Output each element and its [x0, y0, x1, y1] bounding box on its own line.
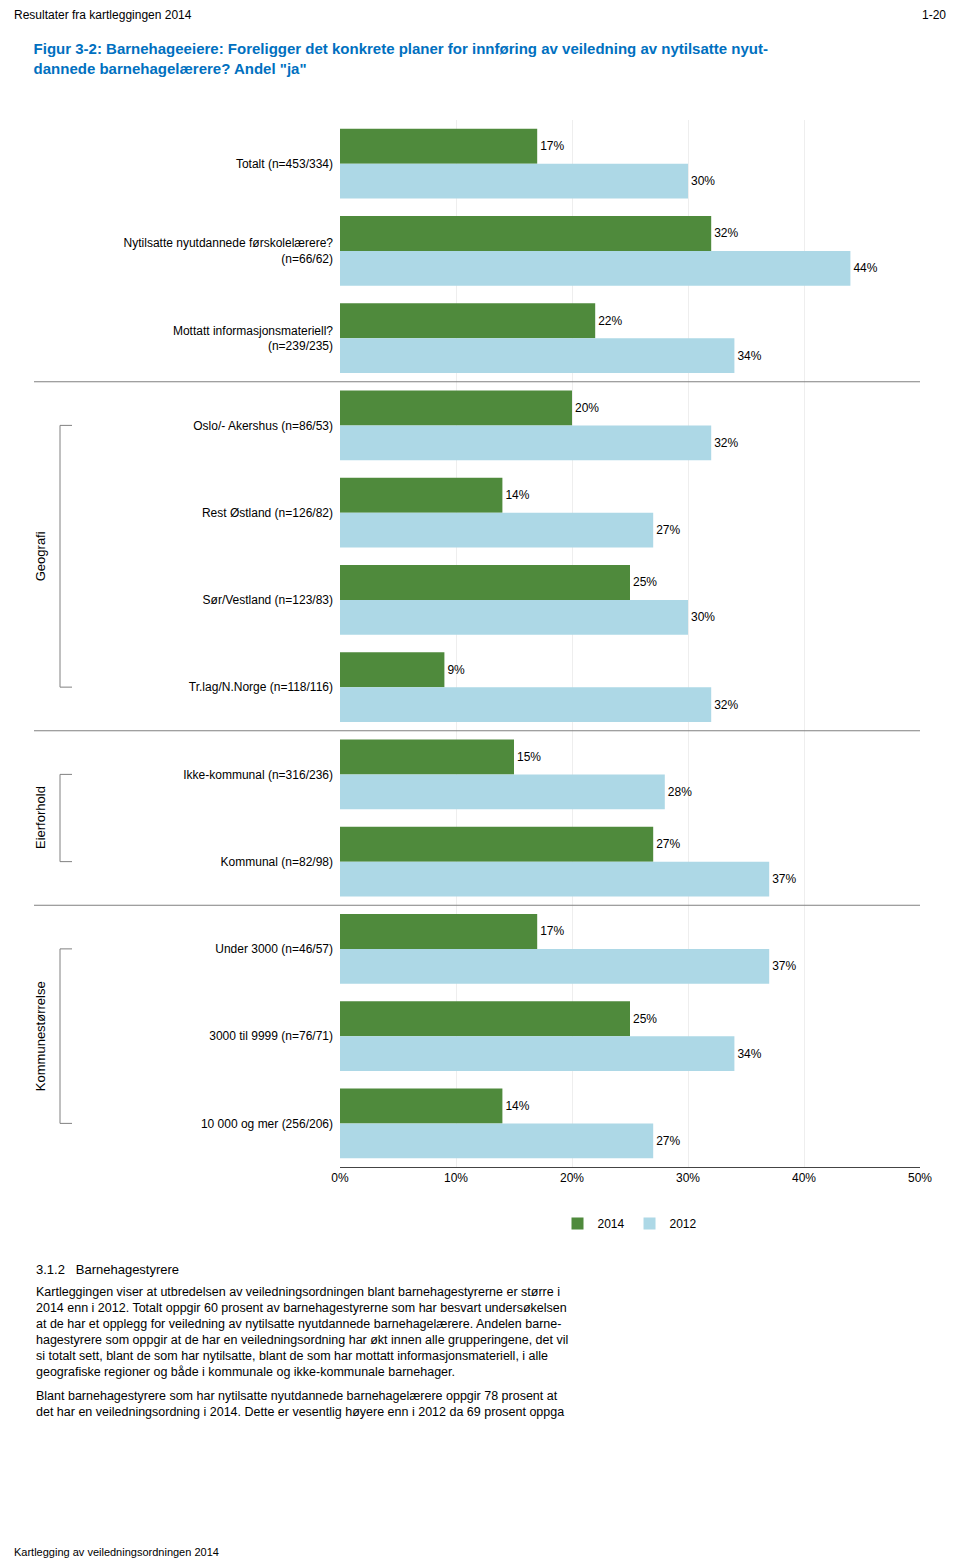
html-text:Blant barnehagestyrere som har: Blant barnehagestyrere som har nytilsatt… [36, 1389, 558, 1403]
html-text:Resultater fra kartleggingen 2: Resultater fra kartleggingen 2014 [14, 8, 192, 22]
svg-text:50%: 50% [908, 1171, 932, 1185]
svg-text:Ikke-kommunal (n=316/236): Ikke-kommunal (n=316/236) [183, 768, 333, 782]
svg-text:44%: 44% [853, 261, 877, 275]
svg-text:37%: 37% [772, 959, 796, 973]
html-text:3.1.2 Barnehagestyrere: 3.1.2 Barnehagestyrere [36, 1262, 180, 1277]
svg-text:Under 3000 (n=46/57): Under 3000 (n=46/57) [215, 942, 333, 956]
svg-text:32%: 32% [714, 436, 738, 450]
svg-text:2012: 2012 [670, 1217, 697, 1231]
svg-text:25%: 25% [633, 575, 657, 589]
svg-text:22%: 22% [598, 314, 622, 328]
svg-text:Kommunestørrelse: Kommunestørrelse [33, 981, 48, 1091]
svg-text:30%: 30% [691, 610, 715, 624]
svg-text:14%: 14% [505, 1099, 529, 1113]
svg-text:Mottatt informasjonsmateriell?: Mottatt informasjonsmateriell?(n=239/235… [173, 324, 333, 354]
svg-text:32%: 32% [714, 226, 738, 240]
svg-text:Nytilsatte nyutdannede førskol: Nytilsatte nyutdannede førskolelærere?(n… [124, 236, 334, 266]
html-text:1-20: 1-20 [922, 8, 946, 22]
svg-text:14%: 14% [505, 488, 529, 502]
html-text:geografiske regioner og både i: geografiske regioner og både i kommunale… [36, 1365, 455, 1379]
svg-text:3000 til 9999 (n=76/71): 3000 til 9999 (n=76/71) [209, 1029, 333, 1043]
svg-text:27%: 27% [656, 1134, 680, 1148]
svg-text:Totalt (n=453/334): Totalt (n=453/334) [236, 157, 333, 171]
svg-text:9%: 9% [447, 663, 465, 677]
svg-text:25%: 25% [633, 1012, 657, 1026]
html-text:2014 enn i 2012. Totalt oppgir: 2014 enn i 2012. Totalt oppgir 60 prosen… [36, 1301, 567, 1315]
svg-text:Sør/Vestland (n=123/83): Sør/Vestland (n=123/83) [203, 593, 333, 607]
svg-text:17%: 17% [540, 924, 564, 938]
svg-text:Rest Østland (n=126/82): Rest Østland (n=126/82) [202, 506, 333, 520]
svg-text:15%: 15% [517, 750, 541, 764]
svg-text:32%: 32% [714, 698, 738, 712]
svg-text:28%: 28% [668, 785, 692, 799]
svg-text:17%: 17% [540, 139, 564, 153]
svg-text:20%: 20% [560, 1171, 584, 1185]
svg-text:Figur 3-2: Barnehageeiere: For: Figur 3-2: Barnehageeiere: Foreligger de… [34, 40, 768, 77]
svg-text:30%: 30% [691, 174, 715, 188]
html-text:hagestyrere som oppgir at de h: hagestyrere som oppgir at de har en veil… [36, 1333, 569, 1347]
svg-text:27%: 27% [656, 837, 680, 851]
svg-text:Kommunal (n=82/98): Kommunal (n=82/98) [221, 855, 333, 869]
svg-text:40%: 40% [792, 1171, 816, 1185]
svg-text:34%: 34% [737, 1047, 761, 1061]
html-text:det har en veiledningsordning: det har en veiledningsordning i 2014. De… [36, 1405, 565, 1419]
svg-text:30%: 30% [676, 1171, 700, 1185]
svg-text:Geografi: Geografi [33, 531, 48, 581]
svg-text:0%: 0% [331, 1171, 349, 1185]
html-text:si totalt sett, blant de som h: si totalt sett, blant de som har nytilsa… [36, 1349, 548, 1363]
svg-text:27%: 27% [656, 523, 680, 537]
svg-text:37%: 37% [772, 872, 796, 886]
svg-text:Eierforhold: Eierforhold [33, 786, 48, 849]
svg-text:2014: 2014 [598, 1217, 625, 1231]
svg-text:34%: 34% [737, 349, 761, 363]
html-text:Kartleggingen viser at utbrede: Kartleggingen viser at utbredelsen av ve… [36, 1285, 560, 1299]
html-text:Kartlegging av veiledningsordn: Kartlegging av veiledningsordningen 2014 [14, 1546, 219, 1558]
svg-text:Oslo/- Akershus (n=86/53): Oslo/- Akershus (n=86/53) [193, 419, 333, 433]
svg-text:10 000 og mer (256/206): 10 000 og mer (256/206) [201, 1117, 333, 1131]
svg-text:20%: 20% [575, 401, 599, 415]
svg-text:Tr.lag/N.Norge (n=118/116): Tr.lag/N.Norge (n=118/116) [189, 680, 333, 694]
html-text:at de har et opplegg for veile: at de har et opplegg for veiledning av n… [36, 1317, 562, 1331]
svg-text:10%: 10% [444, 1171, 468, 1185]
